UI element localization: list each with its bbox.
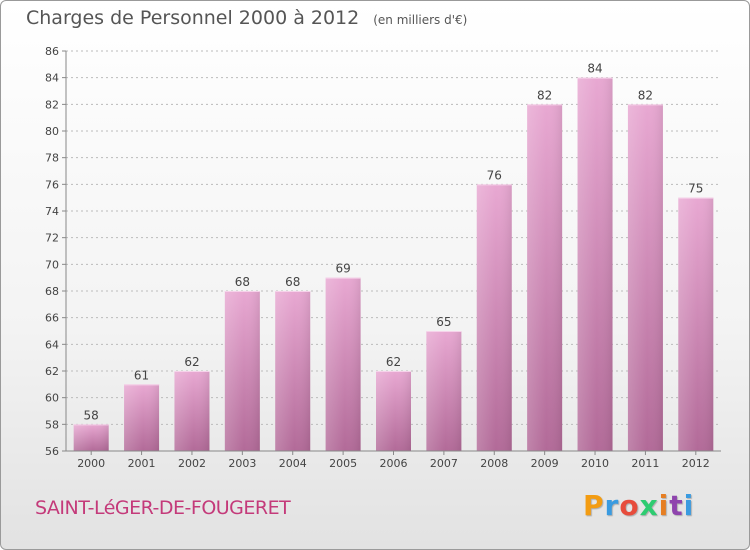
y-tick-label: 68 [45, 285, 59, 298]
logo-letter: t [669, 489, 684, 522]
x-tick-label: 2000 [77, 457, 105, 470]
y-tick-label: 78 [45, 152, 59, 165]
y-tick-label: 86 [45, 45, 59, 58]
chart-subtitle: (en milliers d'€) [373, 13, 468, 27]
logo-letter: r [604, 489, 620, 522]
bar-shade [627, 104, 663, 451]
x-tick-label: 2001 [128, 457, 156, 470]
axes: 56 58 60 62 64 66 68 70 72 74 76 78 80 82 84 86 2000 2001… [45, 45, 721, 470]
y-tick-label: 58 [45, 418, 59, 431]
y-tick-label: 74 [45, 205, 59, 218]
bar-shade [577, 77, 613, 452]
y-tick-label: 62 [45, 365, 59, 378]
y-tick-label: 64 [45, 338, 59, 351]
logo-letter: o [619, 489, 640, 522]
bar-shade [325, 277, 361, 451]
x-tick-label: 2006 [380, 457, 408, 470]
x-tick-label: 2009 [531, 457, 559, 470]
data-label: 68 [285, 275, 300, 289]
data-label: 62 [184, 355, 199, 369]
bar-shade [174, 371, 210, 451]
data-label: 76 [487, 168, 502, 182]
x-tick-label: 2003 [228, 457, 256, 470]
logo-letter: x [639, 489, 659, 522]
data-label: 69 [335, 262, 350, 276]
y-tick-label: 80 [45, 125, 59, 138]
bar-shade [678, 197, 714, 451]
data-label: 58 [84, 408, 99, 422]
x-tick-label: 2004 [279, 457, 307, 470]
bar-shade [73, 424, 109, 451]
y-tick-label: 56 [45, 445, 59, 458]
data-label: 62 [386, 355, 401, 369]
x-tick-label: 2007 [430, 457, 458, 470]
logo-letter: i [658, 489, 670, 522]
y-tick-label: 82 [45, 98, 59, 111]
x-tick-label: 2010 [581, 457, 609, 470]
y-tick-label: 76 [45, 178, 59, 191]
y-tick-label: 60 [45, 392, 59, 405]
y-tick-label: 84 [45, 72, 59, 85]
y-tick-label: 70 [45, 258, 59, 271]
bar-shade [275, 291, 311, 451]
y-tick-label: 72 [45, 232, 59, 245]
bar-shade [376, 371, 411, 451]
data-label: 68 [235, 275, 250, 289]
proxiti-logo[interactable]: Proxiti [583, 489, 694, 522]
bars [73, 77, 714, 452]
bar-shade [527, 104, 563, 451]
bar-shade [426, 331, 462, 451]
commune-name: SAINT-LéGER-DE-FOUGERET [35, 497, 291, 519]
data-label: 65 [436, 315, 451, 329]
x-tick-label: 2011 [631, 457, 659, 470]
logo-letter: i [683, 489, 695, 522]
chart-title-text: Charges de Personnel 2000 à 2012 [26, 7, 360, 29]
x-tick-label: 2005 [329, 457, 357, 470]
data-label: 75 [688, 182, 703, 196]
x-tick-label: 2008 [480, 457, 508, 470]
logo-letter: P [583, 489, 605, 522]
y-tick-label: 66 [45, 312, 59, 325]
x-tick-label: 2002 [178, 457, 206, 470]
bar-shade [476, 184, 512, 452]
chart-title: Charges de Personnel 2000 à 2012 (en mill… [26, 7, 467, 29]
x-tick-label: 2012 [682, 457, 710, 470]
data-label: 82 [638, 88, 653, 102]
data-label: 61 [134, 368, 149, 382]
data-label: 82 [537, 88, 552, 102]
labels: 58 61 62 68 68 69 62 65 76 82 84 82 75 [84, 62, 704, 423]
data-label: 84 [587, 62, 602, 76]
bar-shade [224, 291, 260, 451]
bar-shade [124, 384, 160, 451]
